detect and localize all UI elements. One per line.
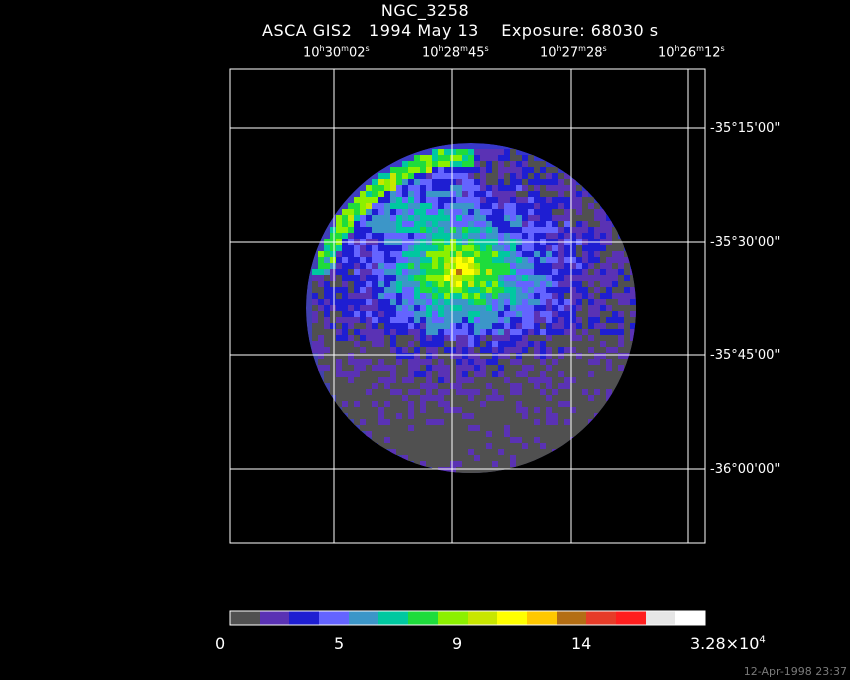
colorbar-swatch <box>557 611 586 625</box>
plot-frame <box>229 68 706 544</box>
dec-tick-label: -35°30'00" <box>710 235 781 250</box>
colorbar-swatch <box>527 611 557 625</box>
colorbar-swatch <box>408 611 438 625</box>
ra-tick-label: 10h27m28s <box>540 44 607 61</box>
ra-tick-label: 10h26m12s <box>658 44 725 61</box>
ra-tick-label: 10h28m45s <box>422 44 489 61</box>
colorbar-swatch <box>586 611 616 625</box>
colorbar-tick-label: 9 <box>452 634 463 653</box>
colorbar-swatch <box>349 611 378 625</box>
coordinate-grid <box>230 69 705 543</box>
colorbar-tick-label: 14 <box>571 634 592 653</box>
exposure-label: Exposure: 68030 s <box>501 21 659 40</box>
colorbar-tick-label: 0 <box>215 634 226 653</box>
dec-tick-label: -35°45'00" <box>710 348 781 363</box>
dec-tick-label: -36°00'00" <box>710 462 781 477</box>
colorbar-swatch <box>497 611 527 625</box>
colorbar-swatch <box>438 611 468 625</box>
image-title: NGC_3258 <box>380 1 470 20</box>
colorbar-swatch <box>616 611 646 625</box>
colorbar-swatch <box>230 611 260 625</box>
colorbar-swatch <box>289 611 319 625</box>
timestamp: 12-Apr-1998 23:37 <box>743 665 847 678</box>
colorbar-tick-label: 5 <box>334 634 345 653</box>
colorbar-swatch <box>378 611 408 625</box>
colorbar-swatch <box>646 611 675 625</box>
dec-tick-label: -35°15'00" <box>710 121 781 136</box>
instrument-label: ASCA GIS2 <box>262 21 353 40</box>
colorbar-swatch <box>675 611 705 625</box>
colorbar-swatch <box>319 611 349 625</box>
colorbar <box>229 610 706 626</box>
image-subtitle: ASCA GIS2 1994 May 13 Exposure: 68030 s <box>262 21 659 40</box>
ra-tick-label: 10h30m02s <box>303 44 370 61</box>
colorbar-tick-label: 3.28×104 <box>690 634 766 653</box>
observation-date: 1994 May 13 <box>369 21 479 40</box>
xray-image <box>306 143 636 473</box>
colorbar-swatch <box>468 611 497 625</box>
colorbar-swatch <box>260 611 289 625</box>
